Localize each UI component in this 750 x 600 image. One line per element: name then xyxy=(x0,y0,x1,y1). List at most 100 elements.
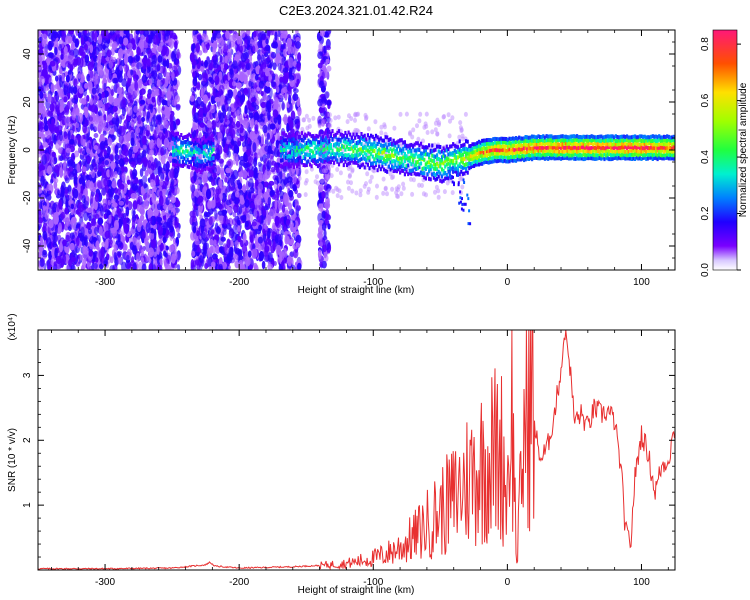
spectrogram-noise-cell xyxy=(218,46,223,56)
spectrogram-noise-cell xyxy=(239,135,244,142)
spectrogram-noise-cell xyxy=(199,122,205,128)
spectrogram-noise-cell xyxy=(140,257,145,263)
spectrogram-noise-cell xyxy=(264,85,268,93)
spectrogram-noise-cell xyxy=(65,60,71,68)
spectrogram-noise-cell xyxy=(140,249,145,257)
spectrogram-noise-cell xyxy=(260,134,265,144)
spectrogram-noise-cell xyxy=(242,183,247,193)
spectrogram-noise-cell xyxy=(101,104,106,113)
spectrogram-noise-cell xyxy=(57,234,62,243)
spectrogram-noise-cell xyxy=(262,39,266,48)
spectrogram-noise-cell xyxy=(111,202,118,208)
spectrogram-noise-cell xyxy=(125,194,129,206)
spectrogram-noise-cell xyxy=(50,140,54,147)
spectrogram-noise-cell xyxy=(133,105,139,113)
spectrogram-noise-cell xyxy=(78,177,83,185)
spectrogram-noise-cell xyxy=(174,40,178,50)
spectrogram-noise-cell xyxy=(166,90,172,100)
spectrogram-noise-cell xyxy=(274,198,278,210)
spectrogram-noise-cell xyxy=(211,179,216,186)
spectrogram-noise-cell xyxy=(65,147,72,154)
spectrogram-noise-cell xyxy=(68,86,74,94)
spectrogram-noise-cell xyxy=(239,35,243,47)
spectrogram-noise-cell xyxy=(208,76,213,82)
spectrogram-noise-cell xyxy=(38,165,45,171)
spectrogram-noise-cell xyxy=(295,41,301,49)
spectrogram-noise-cell xyxy=(191,221,197,233)
spectrogram-noise-cell xyxy=(109,127,115,136)
spectrogram-noise-cell xyxy=(72,188,79,199)
spectrogram-noise-cell xyxy=(297,106,302,117)
spectrogram-noise-cell xyxy=(124,166,128,173)
spectrogram-noise-cell xyxy=(294,115,300,124)
spectrogram-noise-cell xyxy=(289,223,294,232)
spectrogram-noise-cell xyxy=(82,154,89,160)
spectrogram-noise-cell xyxy=(69,232,75,240)
spectrogram-noise-cell xyxy=(229,68,234,75)
spectrogram-noise-cell xyxy=(80,135,84,146)
spectrogram-noise-cell xyxy=(60,49,65,60)
spectrogram-noise-cell xyxy=(148,78,153,86)
spectrogram-noise-cell xyxy=(130,121,135,128)
spectrogram-noise-cell xyxy=(238,160,242,172)
spectrogram-noise-cell xyxy=(254,179,259,187)
spectrogram-noise-cell xyxy=(55,141,61,150)
spectrogram-noise-cell xyxy=(272,109,279,118)
spectrogram-noise-cell xyxy=(226,207,233,214)
spectrogram-noise-cell xyxy=(97,34,102,45)
spectrogram-noise-cell xyxy=(231,81,237,87)
spectrogram-noise-cell xyxy=(204,60,208,68)
spectrogram-noise-cell xyxy=(150,227,155,234)
spectrogram-noise-cell xyxy=(101,187,107,196)
spectrogram-noise-cell xyxy=(70,253,74,262)
spectrogram-noise-cell xyxy=(63,84,69,95)
spectrogram-noise-cell xyxy=(212,62,219,69)
spectrogram-noise-cell xyxy=(268,208,275,220)
spectrogram-noise-cell xyxy=(83,35,89,42)
spectrogram-noise-cell xyxy=(103,30,110,41)
spectrogram-noise-cell xyxy=(248,80,253,87)
spectrogram-noise-cell xyxy=(107,137,113,146)
spectrogram-noise-cell xyxy=(98,51,102,59)
spectrogram-noise-cell xyxy=(81,166,87,173)
spectrogram-noise-cell xyxy=(267,30,272,34)
spectrogram-noise-cell xyxy=(84,118,89,129)
spectrogram-noise-cell xyxy=(58,242,64,253)
spectrogram-noise-cell xyxy=(162,236,167,244)
spectrogram-noise-cell xyxy=(81,98,87,105)
spectrogram-noise-cell xyxy=(253,30,257,38)
spectrogram-noise-cell xyxy=(253,209,257,219)
spectrogram-noise-cell xyxy=(157,55,163,63)
spectrogram-noise-cell xyxy=(72,48,79,58)
spectrogram-noise-cell xyxy=(232,60,238,70)
spectrogram-noise-cell xyxy=(262,173,269,182)
spectrogram-noise-cell xyxy=(157,72,163,80)
spectrogram-noise-cell xyxy=(273,162,278,171)
spectrogram-noise-cell xyxy=(71,111,76,121)
spectrogram-noise-cell xyxy=(116,129,122,138)
spectrogram-noise-cell xyxy=(78,112,84,123)
spectrogram-noise-cell xyxy=(141,57,148,65)
spectrogram-noise-cell xyxy=(103,222,109,232)
spectrogram-noise-cell xyxy=(266,132,270,140)
spectrogram-noise-cell xyxy=(97,99,103,108)
spectrogram-noise-cell xyxy=(229,34,234,43)
spectrogram-noise-cell xyxy=(100,246,105,258)
spectrogram-noise-cell xyxy=(68,191,73,200)
spectrogram-noise-cell xyxy=(114,219,119,231)
spectrogram-noise-cell xyxy=(53,181,58,190)
spectrogram-noise-cell xyxy=(271,81,276,88)
spectrogram-noise-cell xyxy=(247,39,251,48)
spectrogram-noise-cell xyxy=(251,248,258,259)
spectrogram-noise-cell xyxy=(121,100,127,109)
spectrogram-noise-cell xyxy=(145,222,151,234)
spectrogram-noise-cell xyxy=(72,35,77,44)
spectrogram-noise-cell xyxy=(86,262,91,268)
spectrogram-noise-cell xyxy=(84,107,89,118)
spectrogram-noise-cell xyxy=(118,149,123,155)
spectrogram-noise-cell xyxy=(146,92,151,99)
spectrogram-noise-cell xyxy=(58,43,63,51)
spectrogram-noise-cell xyxy=(122,213,127,220)
spectrogram-noise-cell xyxy=(175,227,180,233)
spectrogram-noise-cell xyxy=(271,225,276,232)
